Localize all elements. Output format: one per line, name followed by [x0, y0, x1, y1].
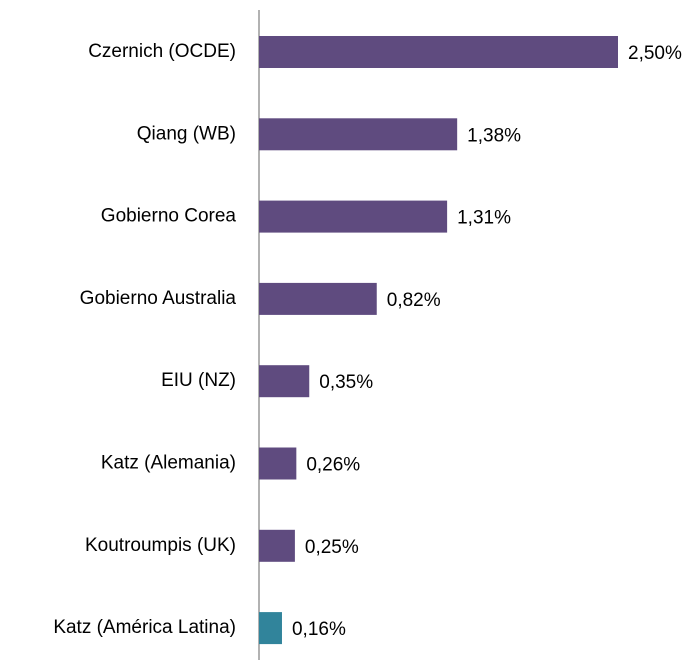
category-label: Gobierno Corea	[101, 206, 237, 227]
value-label: 0,25%	[305, 537, 359, 558]
bar	[259, 612, 282, 645]
value-label: 1,31%	[457, 208, 511, 229]
bar	[259, 447, 297, 480]
category-label: Koutroumpis (UK)	[85, 535, 236, 556]
value-label: 0,35%	[319, 372, 373, 393]
bar	[259, 282, 377, 315]
category-label: Katz (América Latina)	[53, 617, 236, 638]
bar	[259, 200, 448, 233]
bar	[259, 118, 458, 151]
category-label: Czernich (OCDE)	[88, 41, 236, 62]
category-label: Katz (Alemania)	[101, 453, 236, 474]
category-label: Gobierno Australia	[80, 288, 237, 309]
bar	[259, 36, 618, 68]
value-label: 1,38%	[467, 125, 521, 146]
bar	[259, 365, 310, 398]
category-label: EIU (NZ)	[161, 370, 236, 391]
value-label: 2,50%	[628, 43, 682, 64]
value-label: 0,16%	[292, 619, 346, 640]
value-label: 0,26%	[306, 455, 360, 476]
value-label: 0,82%	[387, 290, 441, 311]
bar	[259, 529, 295, 562]
category-label: Qiang (WB)	[137, 123, 236, 144]
